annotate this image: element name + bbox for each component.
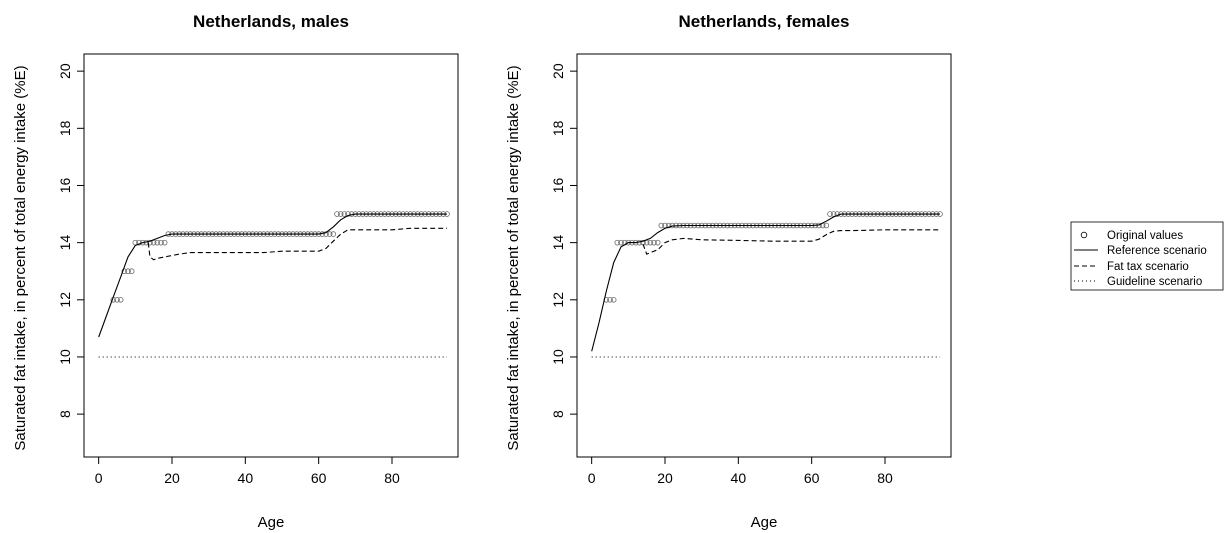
data-point-original xyxy=(121,268,128,275)
data-point-original xyxy=(330,231,337,237)
plot-area xyxy=(98,211,450,358)
data-point-original xyxy=(651,239,657,246)
series-line-reference xyxy=(591,213,940,352)
x-tick-label: 80 xyxy=(877,470,893,486)
data-point-original xyxy=(154,239,161,246)
data-point-original xyxy=(665,222,672,229)
x-tick-label: 60 xyxy=(311,470,327,486)
chart-title: Netherlands, females xyxy=(678,12,849,31)
x-tick-label: 0 xyxy=(95,470,103,486)
x-tick-label: 20 xyxy=(657,470,673,486)
legend: Original values Reference scenario Fat t… xyxy=(1070,221,1224,291)
legend-box xyxy=(1070,221,1224,291)
legend-label: Fat tax scenario xyxy=(1107,261,1189,273)
y-tick-label: 14 xyxy=(550,235,566,251)
data-point-original xyxy=(654,239,661,246)
data-point-original xyxy=(827,211,833,217)
y-tick-label: 20 xyxy=(550,63,566,79)
y-tick-label: 10 xyxy=(57,349,73,365)
data-point-original xyxy=(128,268,135,275)
data-point-original xyxy=(323,231,329,237)
y-tick-label: 8 xyxy=(57,410,73,418)
y-axis-label: Saturated fat intake, in percent of tota… xyxy=(12,65,29,450)
x-axis: 0 20 40 60 80 xyxy=(588,456,893,486)
y-tick-label: 10 xyxy=(550,349,566,365)
data-point-original xyxy=(125,268,131,275)
x-axis: 0 20 40 60 80 xyxy=(95,456,400,486)
data-point-original xyxy=(610,297,617,303)
y-axis-label: Saturated fat intake, in percent of tota… xyxy=(505,65,522,450)
y-tick-label: 8 xyxy=(550,410,566,418)
y-tick-label: 16 xyxy=(550,177,566,193)
legend-entry-guideline: Guideline scenario xyxy=(1074,276,1202,288)
x-tick-label: 60 xyxy=(804,470,820,486)
data-point-original xyxy=(117,297,124,303)
series-line-fat-tax xyxy=(147,227,447,261)
x-tick-label: 0 xyxy=(588,470,596,486)
x-axis-label: Age xyxy=(751,514,778,531)
data-point-original xyxy=(823,222,830,229)
legend-label: Reference scenario xyxy=(1107,245,1207,257)
y-tick-label: 18 xyxy=(57,120,73,136)
series-line-fat-tax xyxy=(642,229,940,255)
data-point-original xyxy=(326,231,333,237)
data-point-original xyxy=(337,211,344,217)
legend-entry-reference: Reference scenario xyxy=(1074,245,1207,257)
data-point-original xyxy=(607,297,613,303)
legend-circle-icon xyxy=(1080,231,1088,239)
legend-entry-fattax: Fat tax scenario xyxy=(1074,261,1189,273)
plot-area xyxy=(591,211,943,358)
y-axis: 8 10 12 14 16 18 20 xyxy=(57,63,84,418)
x-tick-label: 80 xyxy=(384,470,400,486)
plot-frame xyxy=(576,53,952,458)
y-tick-label: 12 xyxy=(550,292,566,308)
data-point-original xyxy=(658,222,665,229)
x-tick-label: 40 xyxy=(238,470,254,486)
plot-frame xyxy=(83,53,459,458)
chart-panel-males: Netherlands, males Age Saturated fat int… xyxy=(12,12,459,531)
y-tick-label: 12 xyxy=(57,292,73,308)
data-point-original xyxy=(147,239,153,246)
data-point-original xyxy=(345,211,351,217)
data-point-original xyxy=(647,239,654,246)
y-tick-label: 18 xyxy=(550,120,566,136)
data-point-original xyxy=(161,239,168,246)
y-tick-label: 16 xyxy=(57,177,73,193)
data-point-original xyxy=(114,297,120,303)
x-axis-label: Age xyxy=(258,514,285,531)
data-point-original xyxy=(334,211,340,217)
data-point-original xyxy=(614,239,621,246)
data-point-original xyxy=(341,211,348,217)
y-tick-label: 14 xyxy=(57,235,73,251)
y-tick-label: 20 xyxy=(57,63,73,79)
x-tick-label: 20 xyxy=(164,470,180,486)
data-point-original xyxy=(158,239,164,246)
data-point-original xyxy=(618,239,624,246)
chart-panel-females: Netherlands, females Age Saturated fat i… xyxy=(505,12,952,531)
legend-label: Guideline scenario xyxy=(1107,276,1202,288)
x-tick-label: 40 xyxy=(731,470,747,486)
legend-entry-original: Original values xyxy=(1080,230,1183,242)
y-axis: 8 10 12 14 16 18 20 xyxy=(550,63,577,418)
legend-label: Original values xyxy=(1107,230,1183,242)
series-line-reference xyxy=(98,213,447,338)
chart-title: Netherlands, males xyxy=(193,12,349,31)
